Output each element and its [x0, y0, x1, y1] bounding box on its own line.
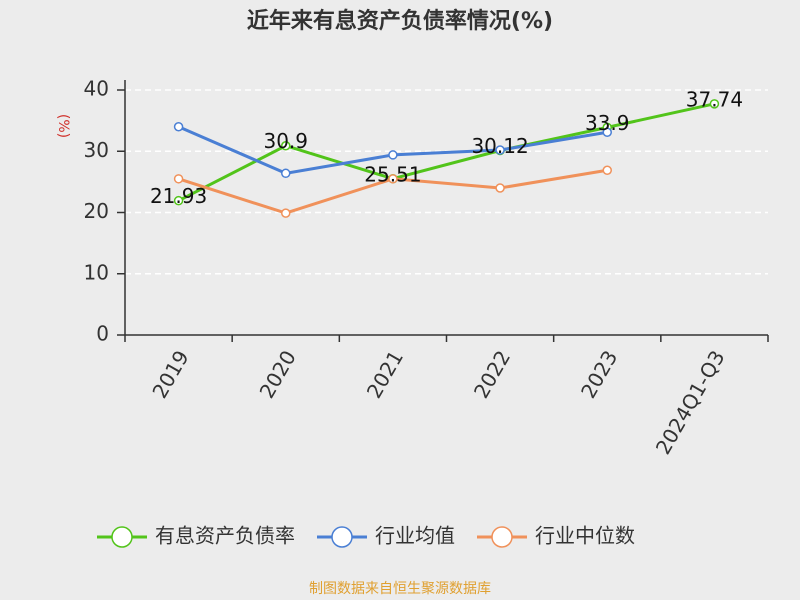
point — [281, 140, 291, 151]
data-label: 33.9 — [585, 111, 630, 135]
y-tick-label: 0 — [96, 322, 109, 346]
data-label: 30.12 — [471, 134, 528, 158]
y-tick-label: 10 — [84, 260, 109, 284]
y-tick-label: 40 — [84, 77, 109, 101]
point — [495, 145, 505, 155]
legend-marker — [491, 526, 513, 548]
y-tick-label: 30 — [84, 138, 109, 162]
point — [173, 174, 184, 184]
y-axis-label: (%) — [55, 114, 71, 138]
legend-label: 行业中位数 — [535, 524, 635, 548]
data-label: 21.93 — [150, 184, 207, 208]
point — [709, 99, 720, 109]
point — [281, 208, 291, 218]
legend-marker — [111, 526, 133, 548]
point — [173, 195, 184, 206]
legend-label: 有息资产负债率 — [155, 524, 295, 548]
data-label: 37.74 — [686, 87, 743, 111]
point — [602, 127, 612, 138]
y-tick-label: 20 — [84, 199, 109, 223]
series-line — [177, 102, 715, 203]
legend-label: 行业均值 — [375, 524, 455, 548]
point — [281, 168, 291, 179]
data-label: 25.51 — [364, 162, 421, 186]
point — [388, 174, 398, 184]
data-label: 30.9 — [263, 129, 308, 153]
point — [173, 122, 184, 132]
point — [602, 165, 612, 175]
chart-title: 近年来有息资产负债率情况(%) — [247, 8, 553, 34]
footer: 制图数据来自恒生聚源数据库 — [309, 581, 491, 597]
point — [495, 183, 505, 193]
point — [388, 150, 398, 160]
legend-marker — [331, 526, 353, 548]
